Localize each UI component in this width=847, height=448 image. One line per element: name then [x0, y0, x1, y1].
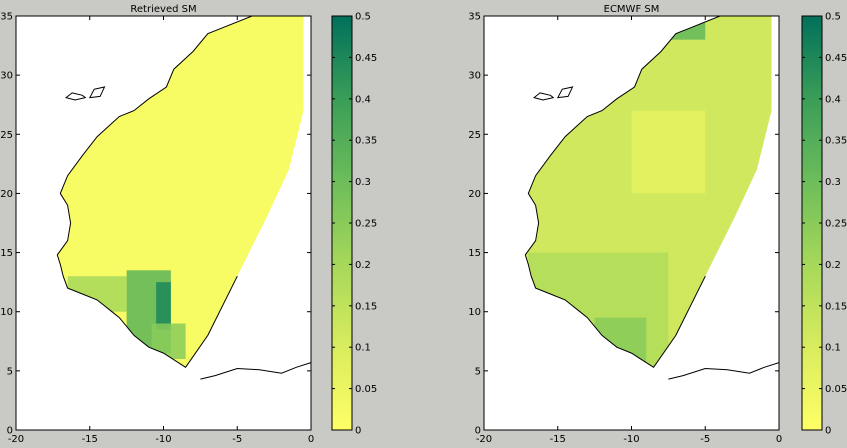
colorbar-tick-label: 0.25	[355, 219, 377, 230]
colorbar-tick-label: 0.05	[355, 384, 377, 395]
y-tick-label: 35	[468, 12, 481, 23]
colorbar-tick-label: 0	[355, 426, 361, 437]
colorbar-tick-label: 0.45	[825, 53, 847, 64]
coastline	[56, 15, 304, 368]
colorbar-tick-label: 0.3	[355, 177, 371, 188]
coastline-south	[200, 362, 312, 380]
chart-panel-1: -20 -15 -10 -5 0 0 5 10 15 20 25 30 35 Retrieved SM 0 0…	[0, 4, 377, 445]
colorbar-tick-label: 0.5	[355, 12, 371, 23]
colorbar-tick-label: 0.15	[355, 301, 377, 312]
y-tick-label: 15	[0, 248, 13, 259]
y-tick-label: 20	[0, 189, 13, 200]
colorbar-tick-label: 0.4	[355, 94, 371, 105]
chart-title: ECMWF SM	[604, 4, 660, 15]
colorbar-tick-label: 0.25	[825, 219, 847, 230]
x-tick-label: -10	[155, 434, 171, 445]
x-tick-label: -5	[700, 434, 710, 445]
colorbar-tick-label: 0.15	[825, 301, 847, 312]
y-tick-label: 5	[475, 366, 481, 377]
colorbar-tick-label: 0.35	[825, 136, 847, 147]
colorbar-tick-label: 0.5	[825, 12, 841, 23]
x-tick-label: 0	[308, 434, 314, 445]
island	[533, 92, 555, 101]
colorbar-tick-label: 0.35	[355, 136, 377, 147]
y-tick-label: 5	[7, 366, 13, 377]
colorbar-tick-label: 0.45	[355, 53, 377, 64]
colorbar-tick-label: 0.4	[825, 94, 841, 105]
y-tick-label: 30	[0, 71, 13, 82]
x-tick-label: -10	[623, 434, 639, 445]
x-tick-label: -20	[8, 434, 24, 445]
y-tick-label: 15	[468, 248, 481, 259]
colorbar-tick-label: 0	[825, 426, 831, 437]
y-tick-label: 30	[468, 71, 481, 82]
island	[556, 86, 574, 99]
coastline	[524, 15, 772, 368]
island	[88, 86, 106, 99]
colorbar-tick-label: 0.05	[825, 384, 847, 395]
y-tick-label: 0	[7, 426, 13, 437]
y-tick-label: 10	[468, 307, 481, 318]
y-tick-label: 10	[0, 307, 13, 318]
heatmap-region-3	[631, 110, 706, 194]
coastline-south	[668, 362, 780, 380]
chart-panel-2: -20 -15 -10 -5 0 0 5 10 15 20 25 30 35 ECMWF SM 0 0.05 0…	[468, 4, 847, 445]
y-tick-label: 20	[468, 189, 481, 200]
x-tick-label: -5	[232, 434, 242, 445]
colorbar-tick-label: 0.1	[825, 343, 841, 354]
x-tick-label: -20	[476, 434, 492, 445]
heatmap-region-3	[156, 282, 171, 330]
chart-title: Retrieved SM	[130, 4, 196, 15]
colorbar-tick-label: 0.2	[355, 260, 371, 271]
island	[65, 92, 87, 101]
x-tick-label: 0	[776, 434, 782, 445]
y-tick-label: 25	[468, 130, 481, 141]
y-tick-label: 35	[0, 12, 13, 23]
colorbar-tick-label: 0.1	[355, 343, 371, 354]
x-tick-label: -15	[550, 434, 566, 445]
y-tick-label: 0	[475, 426, 481, 437]
colorbar-tick-label: 0.3	[825, 177, 841, 188]
y-tick-label: 25	[0, 130, 13, 141]
x-tick-label: -15	[82, 434, 98, 445]
colorbar-tick-label: 0.2	[825, 260, 841, 271]
